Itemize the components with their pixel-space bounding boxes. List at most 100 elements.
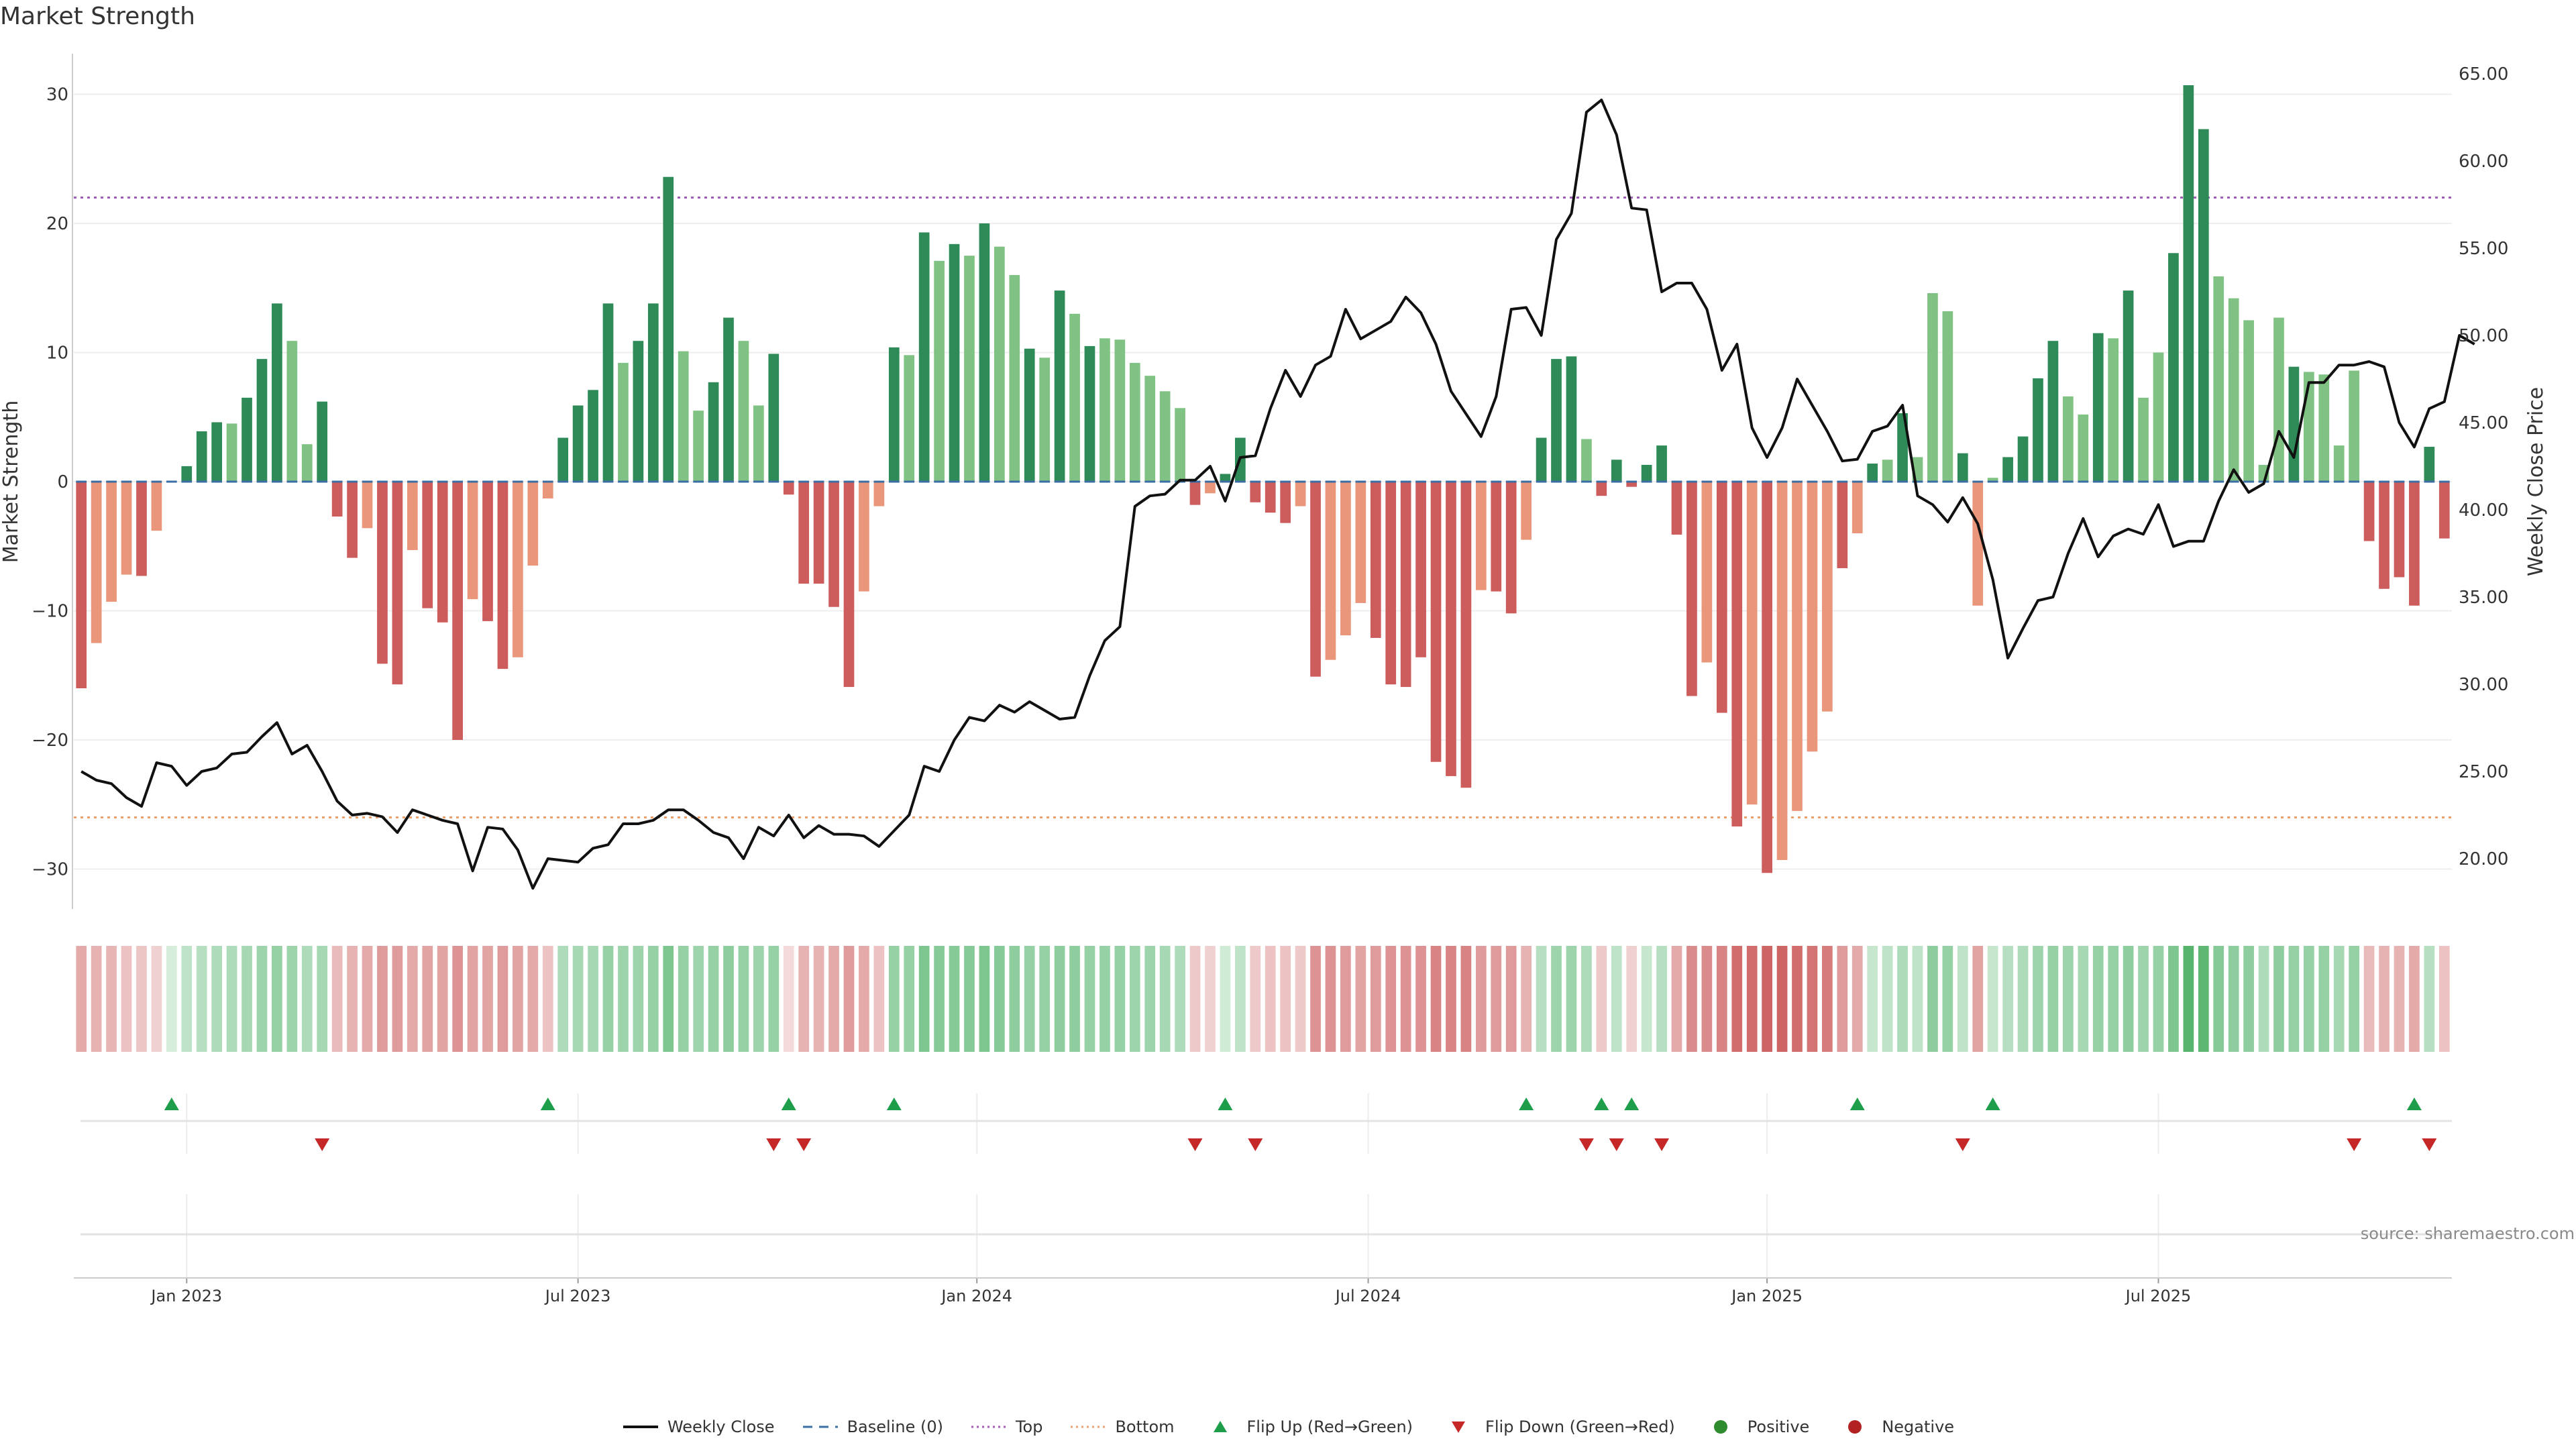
strength-bar [136, 482, 147, 576]
heatmap-cell [1129, 946, 1140, 1052]
heatmap-cell [527, 946, 539, 1052]
strength-bar [2288, 366, 2300, 482]
heatmap-cell [1942, 946, 1953, 1052]
flip-down-marker [2422, 1138, 2437, 1151]
heatmap-cell [2063, 946, 2074, 1052]
flip-down-marker [1578, 1138, 1594, 1151]
heatmap-cell [2409, 946, 2420, 1052]
heatmap-cell [1385, 946, 1397, 1052]
strength-bar [633, 341, 644, 482]
strength-bar [2002, 457, 2013, 482]
heatmap-cell [1626, 946, 1638, 1052]
x-tick-label: Jan 2024 [940, 1287, 1012, 1305]
heatmap-cell [1551, 946, 1562, 1052]
strength-bar [286, 341, 298, 482]
axes: 30 20 10 0 −10 −20 −30 65.00 60.00 55.00 50.00 45.0… [0, 54, 2548, 909]
heatmap-cell [1641, 946, 1652, 1052]
strength-bar [241, 397, 252, 482]
strength-bar [2243, 320, 2254, 482]
heatmap-cell [2002, 946, 2013, 1052]
strength-bar [859, 482, 869, 592]
strength-bar [2363, 482, 2375, 541]
strength-bar [572, 405, 584, 482]
strength-bar [1551, 359, 1562, 482]
y-tick-label: 0 [57, 472, 68, 492]
legend-bottom-swatch [1071, 1426, 1106, 1428]
circle-icon [1848, 1420, 1862, 1434]
strength-bar [873, 482, 885, 506]
price-line-group [80, 99, 2475, 890]
strength-bar [2318, 374, 2330, 482]
strength-bar [1505, 482, 1517, 614]
heatmap-cell [904, 946, 915, 1052]
heatmap-cell [572, 946, 584, 1052]
legend-label: Flip Up (Red→Green) [1246, 1417, 1413, 1436]
strength-bar [2108, 338, 2119, 482]
heatmap-cell [1671, 946, 1682, 1052]
heatmap-cell [2288, 946, 2300, 1052]
strength-bar [1716, 482, 1727, 713]
flip-up-marker [781, 1097, 796, 1110]
x-tick-label: Jan 2023 [150, 1287, 222, 1305]
strength-bar [181, 466, 193, 482]
flip-up-marker [1849, 1097, 1865, 1110]
strength-bar [422, 482, 433, 608]
heatmap-cell [1325, 946, 1336, 1052]
heatmap-cell [256, 946, 268, 1052]
heatmap-cell [2438, 946, 2450, 1052]
strength-bar [1491, 482, 1502, 592]
heatmap-cell [2303, 946, 2314, 1052]
strength-bars [76, 85, 2450, 873]
heatmap-cell [196, 946, 207, 1052]
heatmap-cell [422, 946, 433, 1052]
heatmap-cell [1867, 946, 1878, 1052]
strength-bar [1731, 482, 1743, 826]
strength-bar [1400, 482, 1411, 688]
strength-bar [1686, 482, 1697, 696]
strength-bar [1220, 474, 1231, 482]
strength-bar [482, 482, 493, 621]
strength-bar [121, 482, 132, 575]
strength-bar [1340, 482, 1351, 636]
heatmap-cell [2047, 946, 2059, 1052]
strength-bar [497, 482, 508, 669]
strength-bar [1882, 460, 1893, 482]
strength-bar [2333, 445, 2345, 482]
strength-bar [452, 482, 463, 740]
flip-markers [80, 1097, 2452, 1236]
heatmap-cell [2033, 946, 2043, 1052]
heatmap-cell [602, 946, 614, 1052]
heatmap-cell [452, 946, 463, 1052]
strength-bar [2213, 276, 2224, 482]
heatmap-cell [1144, 946, 1156, 1052]
strength-bar [1867, 464, 1878, 482]
strength-bar [1385, 482, 1397, 685]
x-axis: Jan 2023 Jul 2023 Jan 2024 Jul 2024 Jan 2025… [74, 1277, 2452, 1305]
y-tick-label: −30 [32, 860, 68, 880]
legend-label: Weekly Close [667, 1417, 775, 1436]
heatmap-cell [2092, 946, 2104, 1052]
strength-bar [1746, 482, 1758, 805]
strength-bar [2047, 341, 2059, 482]
heatmap-cell [2363, 946, 2375, 1052]
heatmap-cell [1460, 946, 1472, 1052]
heatmap-cell [588, 946, 598, 1052]
heatmap-cell [1069, 946, 1080, 1052]
heatmap-cell [949, 946, 960, 1052]
x-tick-label: Jul 2023 [544, 1287, 611, 1305]
strength-bar [1972, 482, 1984, 606]
heatmap-cell [1566, 946, 1577, 1052]
heatmap-cell [633, 946, 644, 1052]
strength-bar [1009, 275, 1020, 482]
strength-bar [2017, 436, 2029, 482]
legend-flip-down-swatch [1452, 1421, 1466, 1433]
strength-bar [1205, 482, 1216, 494]
legend-top-swatch [971, 1426, 1006, 1428]
legend-label: Flip Down (Green→Red) [1485, 1417, 1675, 1436]
strength-bar [979, 223, 990, 482]
strength-bar [2183, 85, 2194, 482]
strength-bar [2379, 482, 2390, 589]
strength-bar [1581, 439, 1592, 482]
heatmap-cell [798, 946, 810, 1052]
heatmap-cell [663, 946, 674, 1052]
